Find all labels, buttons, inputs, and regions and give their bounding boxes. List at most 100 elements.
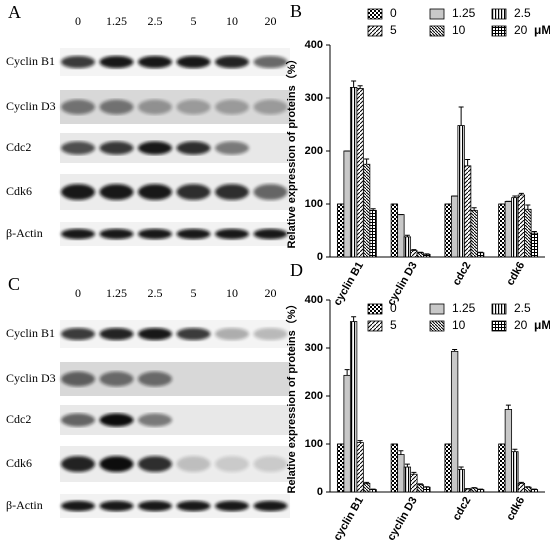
legend-swatch: [492, 304, 506, 314]
bar: [512, 452, 519, 492]
x-tick-label: cyclin B1: [331, 260, 366, 308]
bar: [344, 151, 351, 257]
legend-unit: μM: [534, 318, 550, 332]
bar: [404, 237, 411, 257]
lane-label: 2.5: [148, 14, 163, 28]
band: [100, 501, 134, 512]
error-bar: [364, 159, 369, 164]
bar: [451, 351, 458, 492]
panel-label: A: [8, 2, 21, 22]
error-bar: [424, 254, 429, 255]
lane-label: 5: [191, 14, 197, 28]
bar: [344, 375, 351, 492]
legend-label: 2.5: [514, 301, 531, 315]
bar: [471, 210, 478, 257]
band: [100, 229, 134, 240]
bar: [458, 126, 465, 257]
bar: [531, 490, 538, 492]
bar: [525, 487, 532, 492]
legend-swatch: [430, 304, 444, 314]
x-tick-label: cdk6: [504, 260, 527, 288]
legend-label: 0: [390, 301, 397, 315]
x-tick-label: cdk6: [504, 495, 527, 523]
lane-label: 0: [75, 14, 81, 28]
y-tick-label: 100: [305, 438, 323, 450]
bar: [464, 489, 471, 492]
band: [138, 56, 172, 68]
protein-label: Cyclin B1: [6, 54, 55, 68]
bar: [363, 483, 370, 492]
bar: [531, 233, 538, 257]
bar: [525, 209, 532, 257]
bar: [350, 87, 357, 257]
bar: [451, 196, 458, 257]
band: [100, 141, 134, 154]
y-tick-label: 0: [317, 486, 323, 498]
band: [177, 56, 211, 68]
band: [61, 413, 95, 426]
bar: [357, 443, 364, 492]
error-bar: [351, 81, 356, 87]
band: [61, 141, 95, 154]
y-tick-label: 300: [305, 342, 323, 354]
legend-label: 20: [514, 318, 528, 332]
band: [100, 413, 134, 426]
y-tick-label: 100: [305, 198, 323, 210]
band: [215, 184, 249, 200]
panel-label: D: [290, 260, 303, 280]
bar: [505, 201, 512, 257]
lane-label: 10: [226, 286, 238, 300]
x-tick-label: cyclin D3: [385, 495, 420, 543]
bar: [518, 195, 525, 257]
y-tick-label: 400: [305, 294, 323, 306]
legend-swatch: [492, 321, 506, 331]
bar: [357, 88, 364, 257]
band: [254, 501, 288, 512]
y-axis-label: Relative expression of proteins（%）: [285, 54, 298, 249]
bar: [417, 485, 424, 492]
lane-label: 2.5: [148, 286, 163, 300]
bar: [499, 204, 506, 257]
bar: [445, 444, 452, 492]
lane-label: 5: [191, 286, 197, 300]
panel-label: C: [8, 274, 20, 294]
legend-unit: μM: [534, 23, 550, 37]
bar: [404, 467, 411, 492]
band: [177, 184, 211, 200]
band: [100, 184, 134, 200]
band: [177, 501, 211, 512]
band: [100, 100, 134, 115]
band: [215, 56, 249, 68]
band: [215, 229, 249, 240]
legend-swatch: [492, 9, 506, 19]
band: [100, 56, 134, 68]
bar: [477, 253, 484, 257]
band: [254, 184, 288, 200]
band: [138, 372, 172, 387]
band: [100, 328, 134, 340]
x-tick-label: cdc2: [451, 260, 474, 288]
error-bar: [418, 252, 423, 253]
lane-label: 10: [226, 14, 238, 28]
legend-swatch: [368, 9, 382, 19]
bar: [370, 210, 377, 257]
error-bar: [478, 252, 483, 253]
band: [61, 501, 95, 512]
legend-swatch: [368, 26, 382, 36]
error-bar: [398, 451, 403, 455]
band: [61, 456, 95, 472]
protein-label: Cdk6: [6, 184, 32, 198]
y-tick-label: 300: [305, 92, 323, 104]
band: [177, 456, 211, 472]
bar: [424, 487, 431, 492]
lane-label: 20: [265, 286, 277, 300]
band: [61, 372, 95, 387]
protein-label: Cyclin B1: [6, 326, 55, 340]
protein-label: Cyclin D3: [6, 99, 56, 113]
band: [100, 372, 134, 387]
band: [254, 328, 288, 340]
legend-swatch: [430, 321, 444, 331]
y-tick-label: 200: [305, 390, 323, 402]
protein-label: Cdc2: [6, 140, 31, 154]
band: [215, 100, 249, 115]
